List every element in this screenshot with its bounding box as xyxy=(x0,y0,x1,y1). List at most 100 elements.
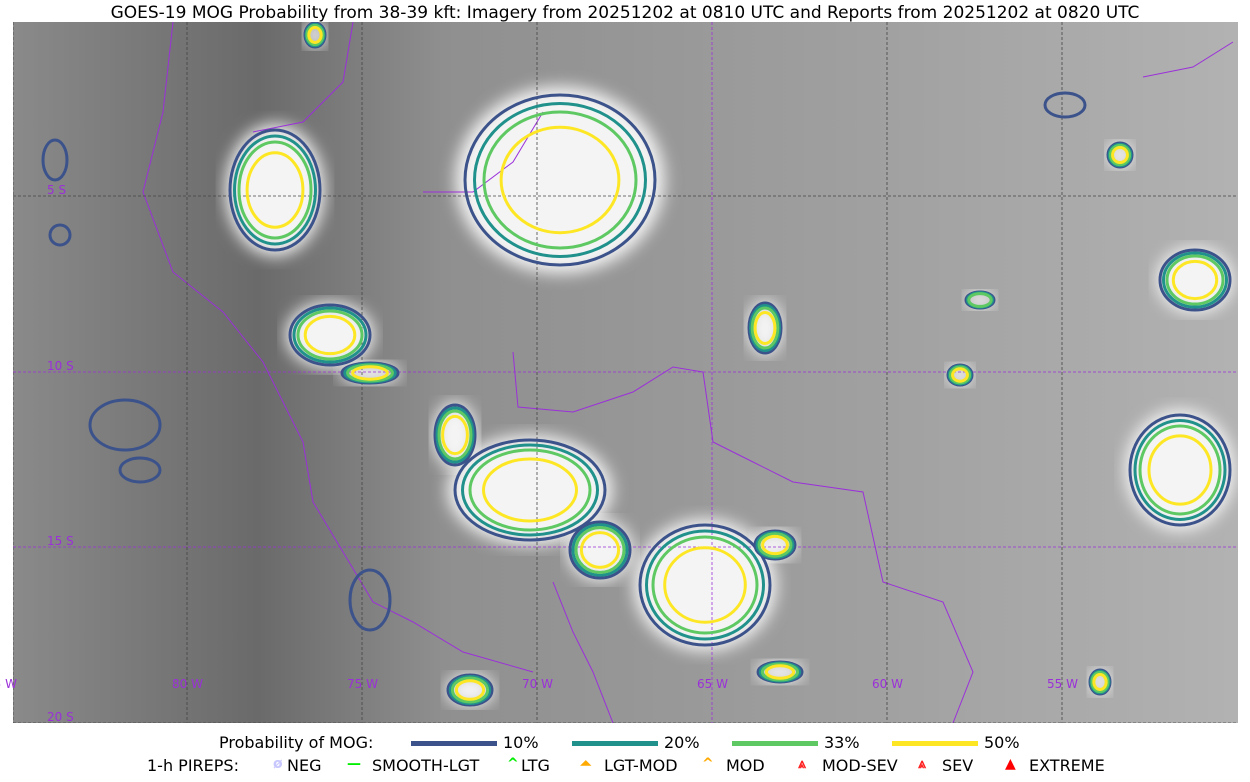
contour-10pct xyxy=(433,403,477,467)
pirep-label: SEV xyxy=(942,756,974,775)
contour-10pct xyxy=(1128,413,1232,527)
contour-50pct xyxy=(761,534,789,556)
legend-level-label: 50% xyxy=(984,733,1020,752)
border-line xyxy=(512,351,974,723)
contour-10pct xyxy=(453,438,607,542)
contour-33pct xyxy=(305,23,325,47)
contour-50pct xyxy=(951,367,969,383)
pirep-label: LTG xyxy=(521,756,550,775)
contour-10pct xyxy=(118,456,162,484)
longitude-label: 80 W xyxy=(172,677,203,691)
longitude-label: 55 W xyxy=(1047,677,1078,691)
contour-20pct xyxy=(571,523,629,577)
contour-50pct xyxy=(303,314,357,356)
latitude-label: 10 S xyxy=(47,359,74,373)
contour-33pct xyxy=(651,535,759,635)
contour-33pct xyxy=(468,448,592,532)
contour-50pct xyxy=(1147,434,1213,506)
legend-swatch-50pct xyxy=(892,741,978,746)
latitude-label: 5 S xyxy=(47,183,67,197)
contour-33pct xyxy=(482,110,638,250)
contour-10pct xyxy=(348,568,392,632)
contour-50pct xyxy=(1171,259,1219,301)
contour-10pct xyxy=(228,128,322,252)
satellite-map xyxy=(13,22,1238,723)
contour-33pct xyxy=(1165,254,1225,306)
contour-33pct xyxy=(750,306,780,350)
contour-20pct xyxy=(1133,419,1227,521)
contour-20pct xyxy=(292,306,368,364)
contour-50pct xyxy=(482,457,578,523)
contour-10pct xyxy=(568,520,632,580)
border-line xyxy=(142,22,534,673)
contour-50pct xyxy=(663,546,747,624)
contour-33pct xyxy=(948,365,972,385)
contour-50pct xyxy=(1111,146,1129,164)
contour-20pct xyxy=(233,134,317,246)
contour-20pct xyxy=(645,529,765,641)
pirep-label: LGT-MOD xyxy=(604,756,678,775)
contour-33pct xyxy=(760,662,800,682)
contour-50pct xyxy=(454,679,486,701)
contour-50pct xyxy=(351,365,389,381)
contour-50pct xyxy=(579,531,621,569)
latitude-label: 20 S xyxy=(47,710,74,724)
contour-33pct xyxy=(967,292,993,308)
contour-33pct xyxy=(757,532,793,558)
longitude-label: 85 W xyxy=(0,677,17,691)
mog-contours xyxy=(41,22,1232,707)
double-caret-icon: ⩓ xyxy=(918,756,926,772)
legend-swatch-10pct xyxy=(411,741,497,746)
caret-icon: ^ xyxy=(507,756,519,772)
border-line xyxy=(252,22,354,133)
contour-50pct xyxy=(499,125,621,235)
contour-33pct xyxy=(450,676,490,704)
probability-legend-label: Probability of MOG: xyxy=(219,733,374,752)
pirep-label: SMOOTH-LGT xyxy=(372,756,480,775)
cloud-top xyxy=(455,86,665,274)
contour-20pct xyxy=(473,102,647,258)
pirep-label: MOD-SEV xyxy=(822,756,898,775)
hat-flat-icon: ⏶ xyxy=(580,756,592,772)
pirep-label: EXTREME xyxy=(1029,756,1105,775)
neg-circle-icon: ø xyxy=(273,756,283,772)
contour-33pct xyxy=(574,526,626,574)
contour-10pct xyxy=(48,223,72,247)
longitude-label: 65 W xyxy=(697,677,728,691)
contour-33pct xyxy=(237,140,313,240)
country-borders xyxy=(142,22,1234,723)
legend-swatch-33pct xyxy=(732,741,818,746)
contour-33pct xyxy=(346,363,394,383)
pireps-legend-label: 1-h PIREPS: xyxy=(147,756,239,775)
longitude-label: 70 W xyxy=(522,677,553,691)
contour-10pct xyxy=(288,303,372,367)
contour-20pct xyxy=(435,406,475,464)
contour-50pct xyxy=(307,26,323,44)
longitude-label: 75 W xyxy=(347,677,378,691)
border-line xyxy=(552,581,614,723)
contour-20pct xyxy=(749,304,781,352)
contour-10pct xyxy=(1158,248,1232,312)
contour-20pct xyxy=(1162,251,1228,309)
contour-33pct xyxy=(437,409,473,461)
contour-10pct xyxy=(88,398,162,452)
contour-33pct xyxy=(296,309,364,361)
contour-50pct xyxy=(441,414,469,456)
contour-10pct xyxy=(747,301,783,355)
contour-50pct xyxy=(753,311,777,345)
contour-10pct xyxy=(41,138,69,182)
legend-level-label: 33% xyxy=(824,733,860,752)
contour-33pct xyxy=(1090,670,1110,694)
contour-33pct xyxy=(1108,143,1132,167)
contour-10pct xyxy=(638,523,772,647)
contour-50pct xyxy=(764,664,796,680)
legend-level-label: 20% xyxy=(664,733,700,752)
filled-triangle-icon: ▲ xyxy=(1005,756,1016,772)
double-hat-icon: ⩓ xyxy=(798,756,806,772)
contour-10pct xyxy=(1043,91,1087,119)
contour-50pct xyxy=(1092,673,1108,691)
legend-level-label: 10% xyxy=(503,733,539,752)
latitude-label: 15 S xyxy=(47,534,74,548)
pirep-label: NEG xyxy=(287,756,322,775)
line-icon: — xyxy=(347,756,361,772)
